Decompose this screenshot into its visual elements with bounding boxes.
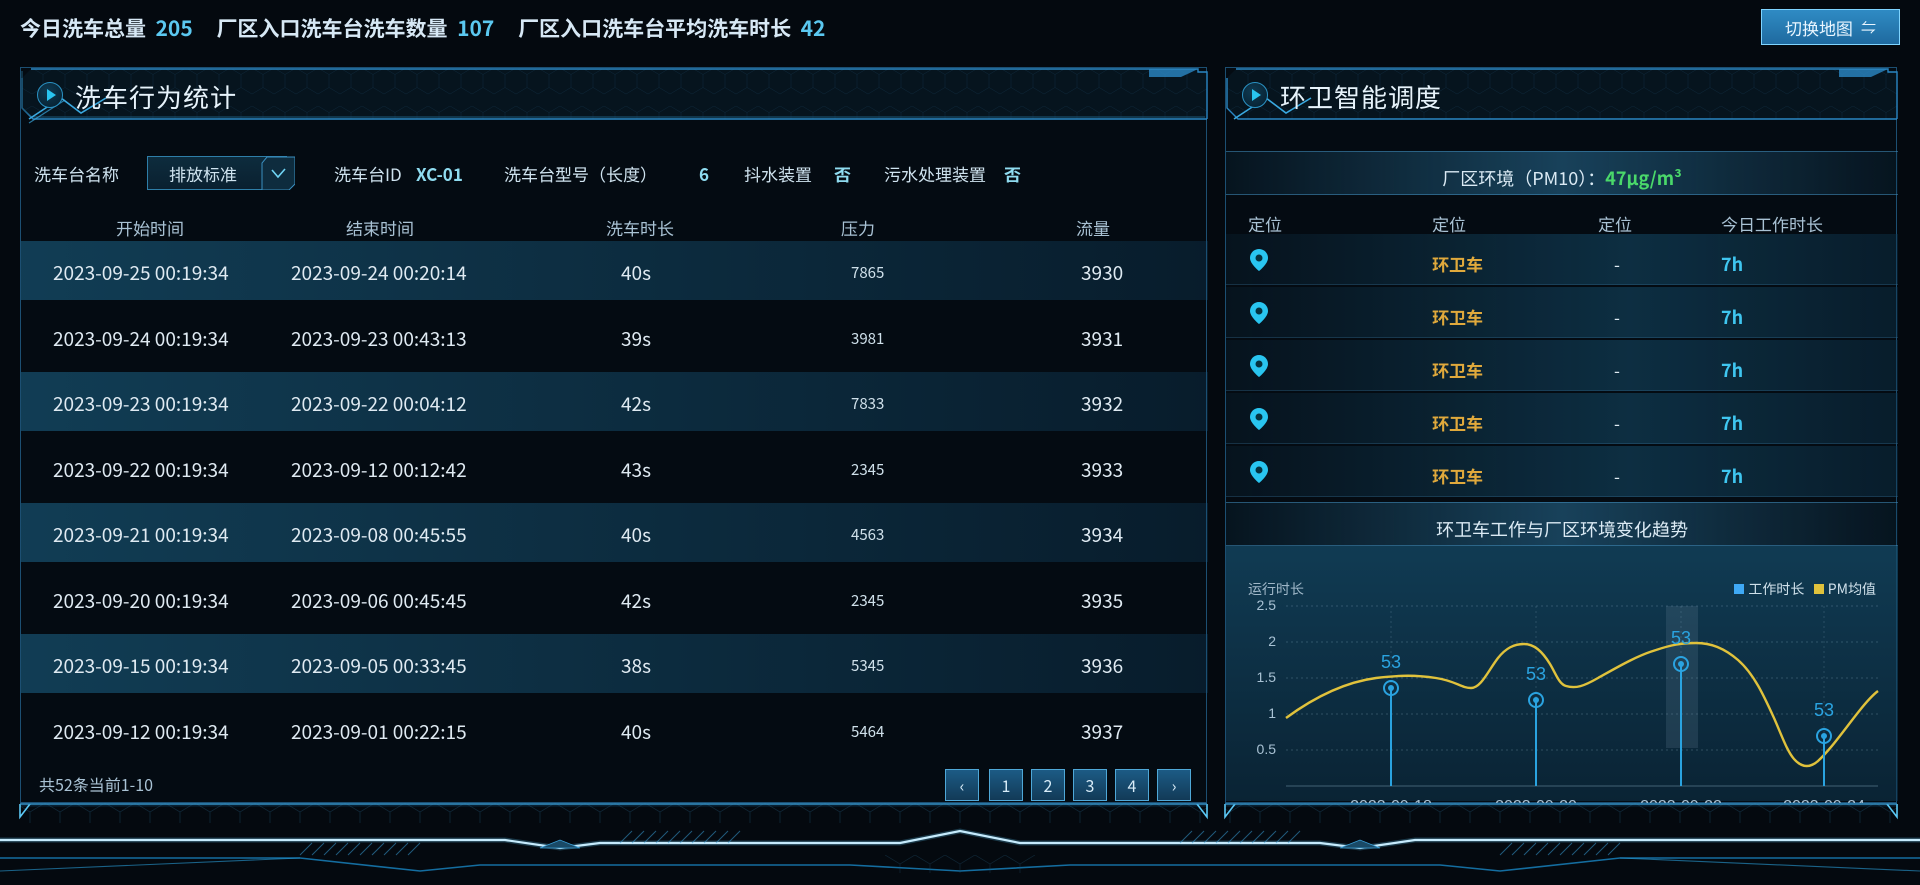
svg-text:0.5: 0.5 [1257, 741, 1277, 757]
svg-text:1.5: 1.5 [1257, 669, 1277, 685]
svg-text:53: 53 [1671, 628, 1691, 648]
svg-text:2.5: 2.5 [1257, 597, 1277, 613]
svg-text:53: 53 [1526, 664, 1546, 684]
svg-text:1: 1 [1268, 705, 1276, 721]
svg-text:53: 53 [1814, 700, 1834, 720]
svg-text:53: 53 [1381, 652, 1401, 672]
svg-text:2: 2 [1268, 633, 1276, 649]
